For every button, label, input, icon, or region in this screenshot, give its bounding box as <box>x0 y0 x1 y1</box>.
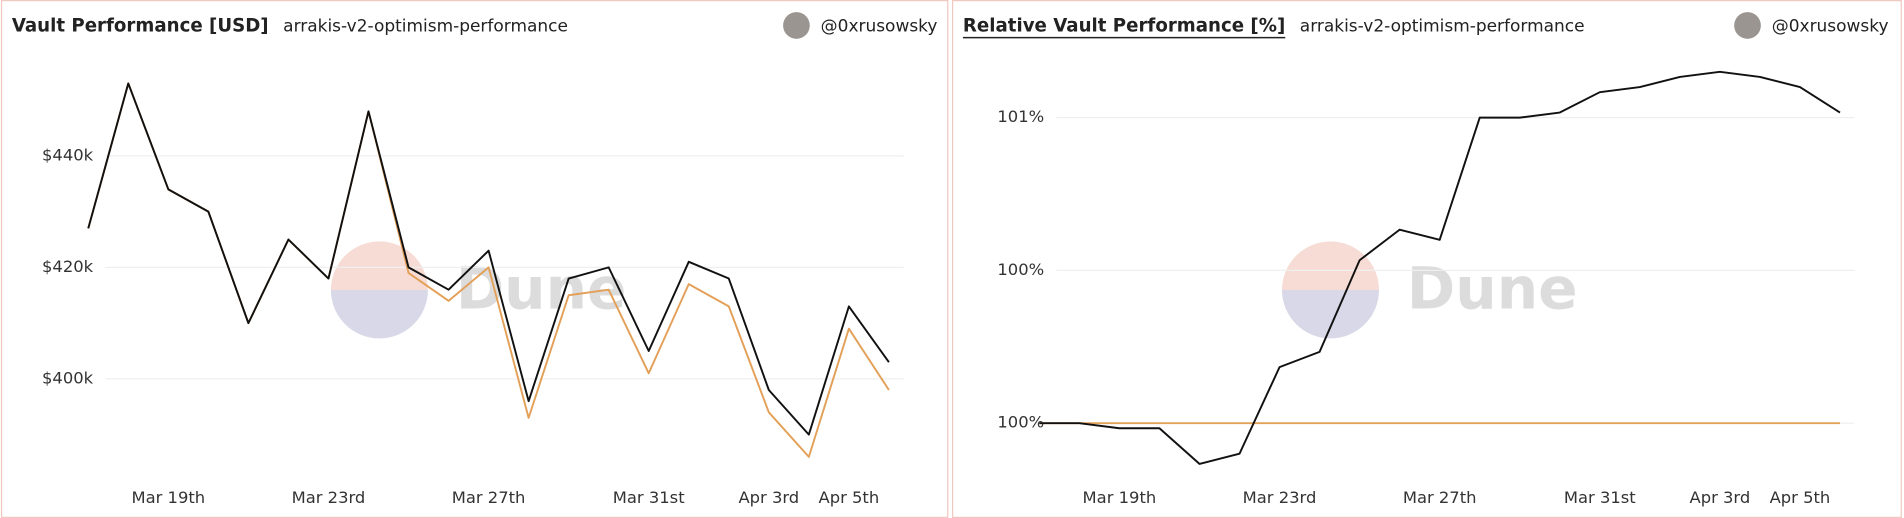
y-tick-label: $420k <box>42 257 94 276</box>
watermark-logo <box>330 241 428 339</box>
x-tick-label: Apr 3rd <box>1690 488 1751 507</box>
y-tick-label: 101% <box>997 107 1044 126</box>
x-tick-label: Mar 19th <box>1083 488 1157 507</box>
watermark: Dune <box>1407 254 1578 322</box>
y-tick-label: $440k <box>42 145 94 164</box>
x-tick-label: Mar 27th <box>452 488 526 507</box>
x-tick-label: Apr 5th <box>819 488 880 507</box>
x-tick-label: Mar 31st <box>1564 488 1636 507</box>
y-tick-label: 100% <box>997 413 1044 432</box>
avatar <box>1734 12 1761 39</box>
y-tick-label: 100% <box>997 260 1044 279</box>
series-line <box>1039 70 1841 465</box>
author: @0xrusowsky <box>1772 17 1889 37</box>
chart-subtitle: arrakis-v2-optimism-performance <box>1300 17 1585 37</box>
x-tick-label: Mar 19th <box>131 488 205 507</box>
avatar <box>783 12 810 39</box>
panel <box>0 0 949 518</box>
x-tick-label: Apr 5th <box>1770 488 1831 507</box>
x-tick-label: Mar 23rd <box>1243 488 1317 507</box>
chart-title: Vault Performance [USD] <box>12 16 269 37</box>
x-tick-label: Mar 31st <box>613 488 685 507</box>
x-tick-label: Mar 27th <box>1403 488 1477 507</box>
author: @0xrusowsky <box>821 17 938 37</box>
x-tick-label: Mar 23rd <box>292 488 366 507</box>
chart-title: Relative Vault Performance [%] <box>963 16 1285 37</box>
series-line <box>87 82 890 436</box>
panel <box>952 0 1902 518</box>
watermark: Dune <box>456 254 627 322</box>
x-tick-label: Apr 3rd <box>738 488 799 507</box>
chart-subtitle: arrakis-v2-optimism-performance <box>283 17 568 37</box>
watermark-logo <box>1281 241 1380 339</box>
y-tick-label: $400k <box>42 368 94 387</box>
